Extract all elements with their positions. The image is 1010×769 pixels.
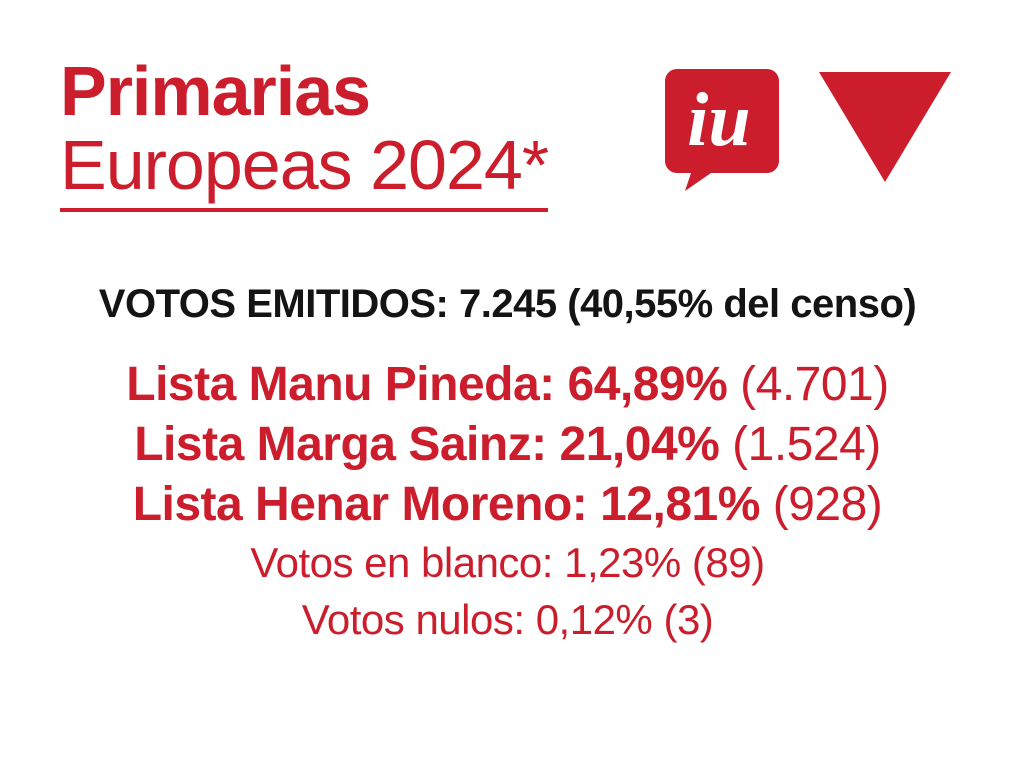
- result-count: (1.524): [732, 418, 881, 471]
- title-block: Primarias Europeas 2024*: [60, 55, 548, 212]
- result-pct: 64,89%: [568, 358, 728, 411]
- minor-count: (3): [663, 596, 713, 643]
- iu-logo-icon: iu: [657, 61, 787, 196]
- minor-row: Votos nulos: 0,12% (3): [60, 592, 955, 649]
- votes-total: 7.245: [459, 282, 557, 326]
- result-count: (4.701): [740, 358, 889, 411]
- result-row: Lista Marga Sainz: 21,04% (1.524): [60, 415, 955, 475]
- logos: iu: [657, 55, 955, 196]
- title-line1: Primarias: [60, 55, 548, 129]
- minor-label: Votos nulos:: [302, 596, 525, 643]
- result-name: Lista Marga Sainz:: [134, 418, 546, 471]
- title-line2-wrap: Europeas 2024*: [60, 129, 548, 213]
- votes-cast-text: VOTOS EMITIDOS: 7.245 (40,55% del censo): [99, 282, 916, 326]
- votes-label: VOTOS EMITIDOS:: [99, 282, 449, 326]
- votes-turnout: (40,55% del censo): [567, 282, 916, 326]
- header: Primarias Europeas 2024* iu: [60, 55, 955, 212]
- minor-count: (89): [692, 539, 765, 586]
- result-name: Lista Manu Pineda:: [126, 358, 554, 411]
- minor-label: Votos en blanco:: [250, 539, 553, 586]
- minor-row: Votos en blanco: 1,23% (89): [60, 535, 955, 592]
- summary-line: VOTOS EMITIDOS: 7.245 (40,55% del censo): [60, 282, 955, 327]
- svg-text:iu: iu: [687, 78, 750, 162]
- down-triangle-icon: [815, 66, 955, 191]
- result-name: Lista Henar Moreno:: [133, 478, 588, 531]
- page-root: Primarias Europeas 2024* iu VOTOS EMITID…: [0, 0, 1010, 769]
- title-line2: Europeas 2024*: [60, 126, 548, 204]
- minor-pct: 0,12%: [536, 596, 653, 643]
- result-row: Lista Manu Pineda: 64,89% (4.701): [60, 355, 955, 415]
- result-row: Lista Henar Moreno: 12,81% (928): [60, 475, 955, 535]
- result-pct: 21,04%: [560, 418, 720, 471]
- minor-pct: 1,23%: [564, 539, 681, 586]
- result-pct: 12,81%: [600, 478, 760, 531]
- result-count: (928): [773, 478, 883, 531]
- results-block: Lista Manu Pineda: 64,89% (4.701) Lista …: [60, 355, 955, 648]
